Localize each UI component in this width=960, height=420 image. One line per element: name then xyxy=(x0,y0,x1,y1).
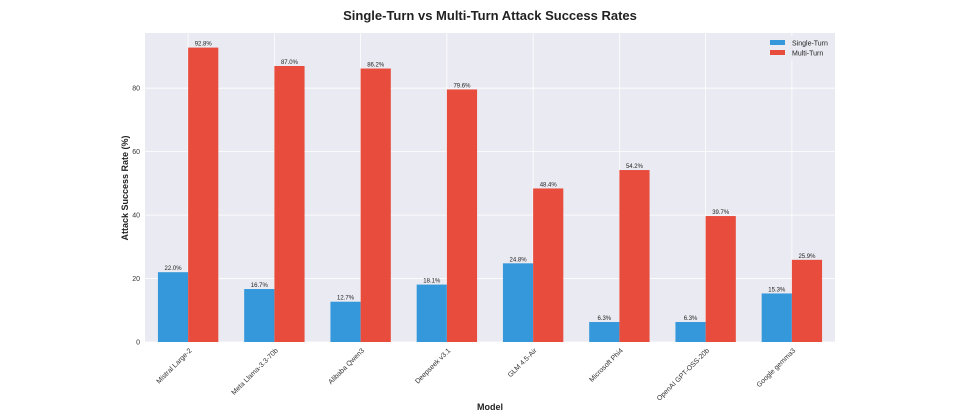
bar-multi-turn-mistral-large-2 xyxy=(188,47,219,342)
y-tick-label: 80 xyxy=(132,86,140,93)
data-label-multi-turn-meta-llama-3-3-70b: 87.0% xyxy=(281,60,299,66)
data-label-single-turn-openai-gpt-oss-20b: 6.3% xyxy=(684,316,698,322)
data-label-multi-turn-google-gemma3: 25.9% xyxy=(798,254,816,260)
data-label-single-turn-alibaba-qwen3: 12.7% xyxy=(337,296,355,302)
bar-single-turn-glm-4-5-air xyxy=(502,263,534,342)
x-tick-label-microsoft-phi4: Microsoft Phi4 xyxy=(588,347,624,383)
data-label-multi-turn-microsoft-phi4: 54.2% xyxy=(626,164,644,170)
legend-swatch-multi-turn xyxy=(770,50,785,55)
bar-single-turn-mistral-large-2 xyxy=(157,272,189,342)
bar-multi-turn-google-gemma3 xyxy=(791,259,823,342)
bar-single-turn-alibaba-qwen3 xyxy=(330,301,361,342)
bar-single-turn-meta-llama-3-3-70b xyxy=(244,289,275,342)
data-label-single-turn-microsoft-phi4: 6.3% xyxy=(597,316,611,322)
data-label-multi-turn-openai-gpt-oss-20b: 39.7% xyxy=(712,210,730,216)
y-tick-label: 40 xyxy=(132,213,140,220)
x-tick-label-meta-llama-3-3-70b: Meta Llama-3.3-70b xyxy=(231,347,280,396)
x-tick-label-openai-gpt-oss-20b: OpenAI GPT-OSS-20b xyxy=(656,347,711,402)
x-tick-label-deepseek-v3-1: Deepseek v3.1 xyxy=(414,347,452,385)
bar-multi-turn-microsoft-phi4 xyxy=(619,170,650,342)
data-label-multi-turn-glm-4-5-air: 48.4% xyxy=(540,182,558,188)
data-label-single-turn-glm-4-5-air: 24.8% xyxy=(510,257,528,263)
bar-single-turn-openai-gpt-oss-20b xyxy=(675,322,706,342)
legend-swatch-single-turn xyxy=(770,40,785,45)
x-tick-label-glm-4-5-air: GLM 4.5-Air xyxy=(507,347,539,379)
data-labels: 22.0% 92.8% 16.7% 87.0% 12.7% 86.2% 18.1% 79.6%… xyxy=(165,42,817,322)
bar-single-turn-google-gemma3 xyxy=(761,293,792,342)
bar-multi-turn-meta-llama-3-3-70b xyxy=(274,65,305,343)
x-axis-ticks: Mistral Large-2 Meta Llama-3.3-70b Alibaba… xyxy=(156,347,798,402)
data-label-single-turn-google-gemma3: 15.3% xyxy=(768,287,786,293)
x-tick-label-google-gemma3: Google gemma3 xyxy=(756,347,798,389)
legend-label-single-turn: Single-Turn xyxy=(792,41,828,48)
data-label-multi-turn-deepseek-v3-1: 79.6% xyxy=(453,83,471,89)
bars-group xyxy=(157,47,823,343)
y-axis-label: Attack Success Rate (%) xyxy=(120,135,130,240)
data-label-single-turn-meta-llama-3-3-70b: 16.7% xyxy=(251,283,269,289)
chart-title: Single-Turn vs Multi-Turn Attack Success… xyxy=(343,8,637,23)
bar-multi-turn-deepseek-v3-1 xyxy=(446,89,478,343)
x-tick-label-alibaba-qwen3: Alibaba Qwen3 xyxy=(328,347,367,386)
x-axis-label: Model xyxy=(477,402,503,412)
legend: Single-Turn Multi-Turn xyxy=(760,36,830,60)
x-tick-label-mistral-large-2: Mistral Large-2 xyxy=(156,347,194,385)
bar-multi-turn-glm-4-5-air xyxy=(533,188,564,342)
data-label-multi-turn-alibaba-qwen3: 86.2% xyxy=(367,63,385,69)
data-label-single-turn-deepseek-v3-1: 18.1% xyxy=(423,279,441,285)
legend-label-multi-turn: Multi-Turn xyxy=(792,51,823,58)
bar-multi-turn-openai-gpt-oss-20b xyxy=(705,216,736,342)
bar-multi-turn-alibaba-qwen3 xyxy=(360,68,391,342)
bar-single-turn-microsoft-phi4 xyxy=(589,322,620,342)
data-label-multi-turn-mistral-large-2: 92.8% xyxy=(195,42,213,48)
y-axis-ticks: 0 20 40 60 80 xyxy=(132,86,140,347)
data-label-single-turn-mistral-large-2: 22.0% xyxy=(165,266,183,272)
y-tick-label: 0 xyxy=(136,340,140,347)
y-tick-label: 20 xyxy=(132,276,140,283)
y-tick-label: 60 xyxy=(132,149,140,156)
bar-single-turn-deepseek-v3-1 xyxy=(416,284,447,342)
